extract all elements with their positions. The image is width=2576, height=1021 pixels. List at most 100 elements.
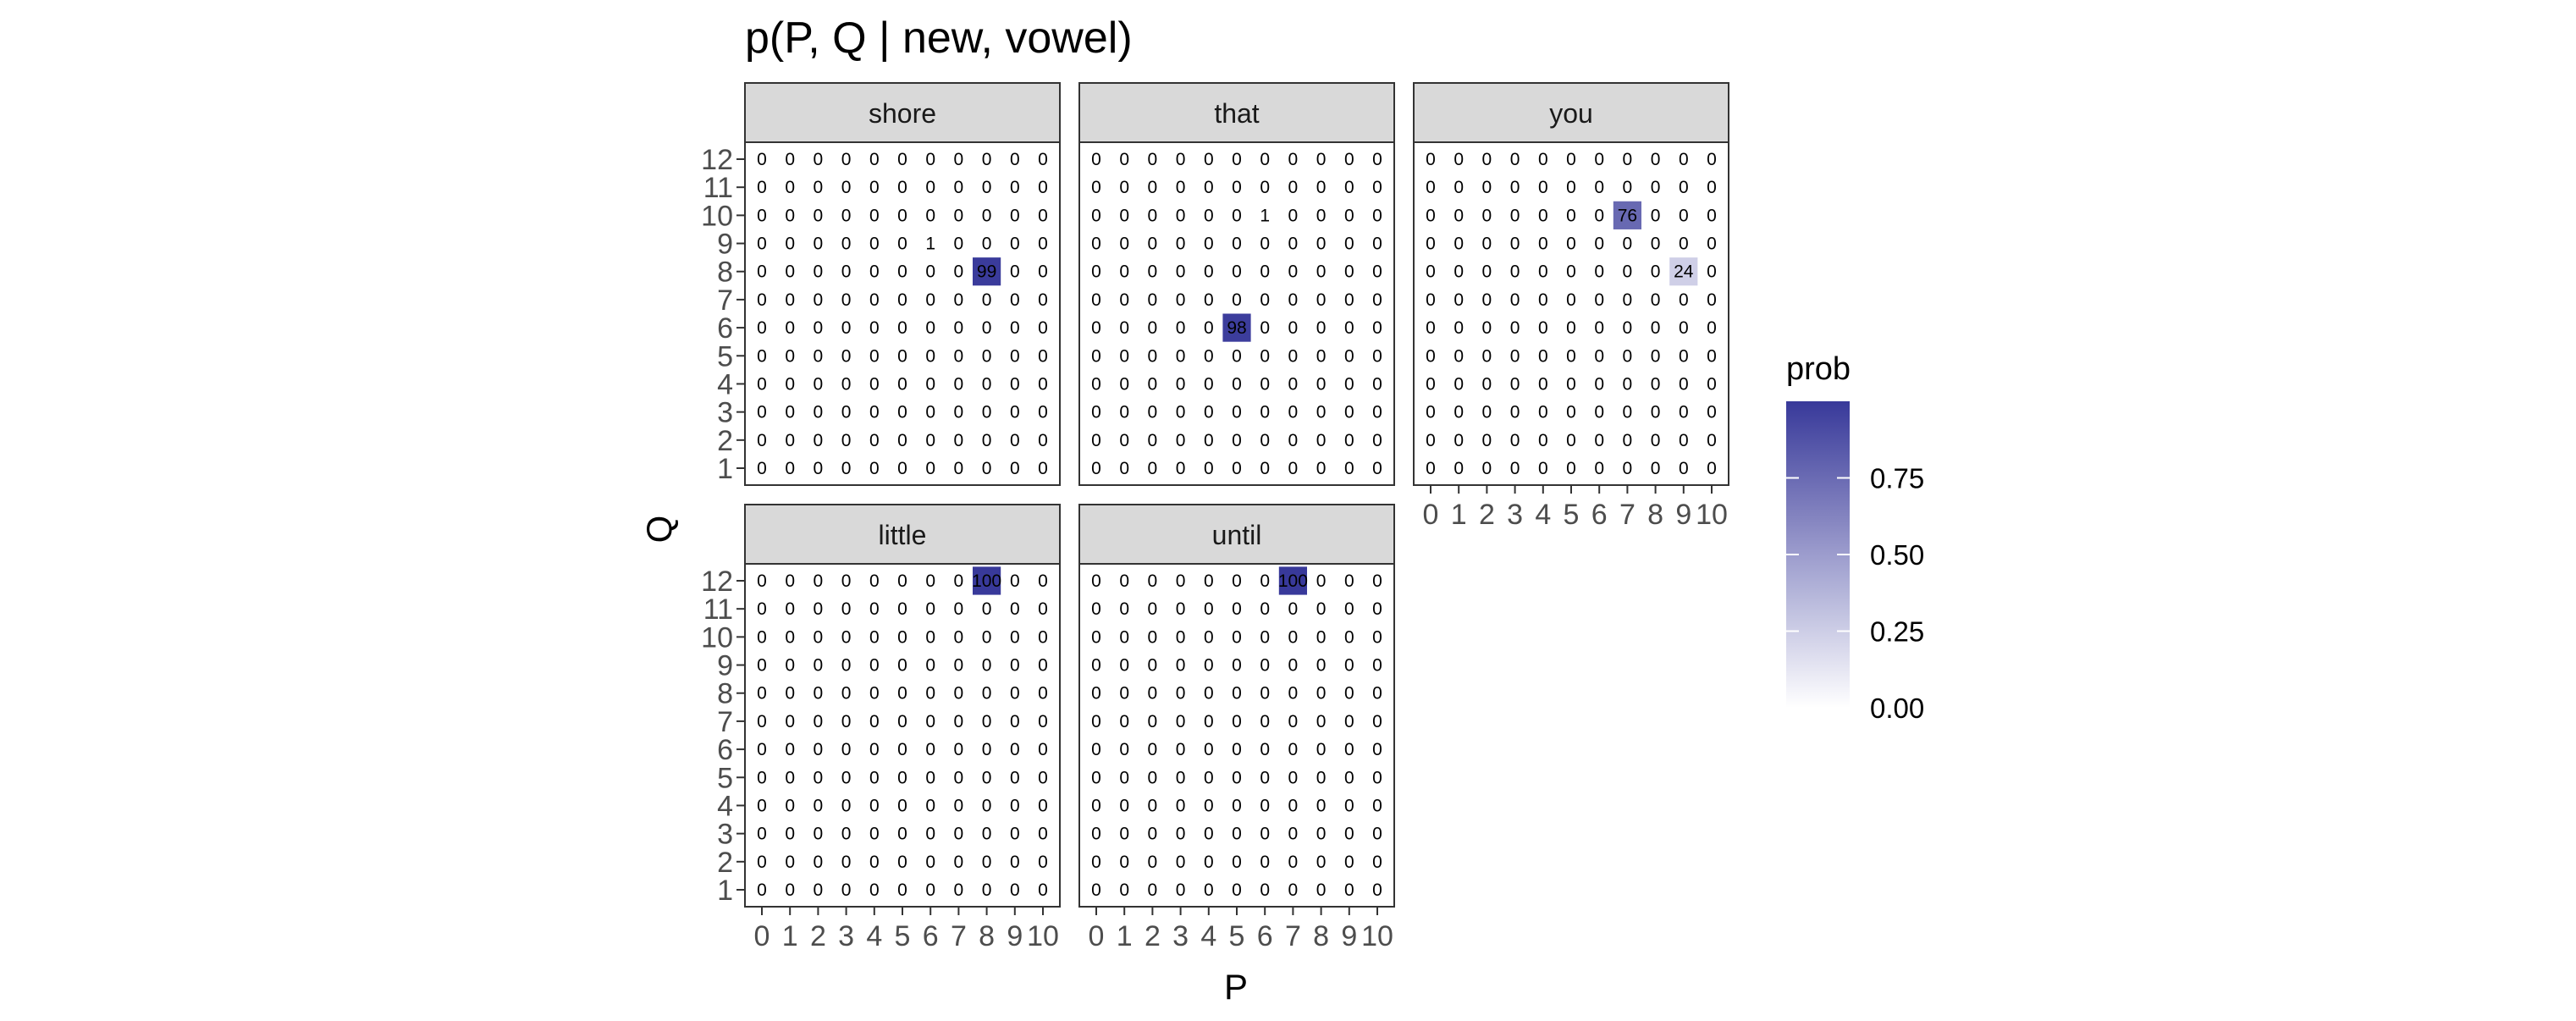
- y-tick-label: 1: [717, 875, 733, 907]
- heatmap-cell: [1222, 313, 1251, 342]
- x-tick-label: 6: [1257, 920, 1273, 952]
- cell-value-label: 0: [1510, 318, 1520, 338]
- cell-value-label: 0: [785, 853, 795, 872]
- cell-value-label: 0: [814, 740, 824, 759]
- cell-value-label: 0: [1372, 656, 1382, 676]
- cell-value-label: 0: [1372, 346, 1382, 366]
- x-tick-label: 10: [1361, 920, 1393, 952]
- cell-value-label: 0: [1119, 768, 1129, 787]
- x-tick-label: 9: [1675, 499, 1691, 531]
- cell-value-label: 0: [841, 740, 852, 759]
- cell-value-label: 0: [1594, 374, 1604, 394]
- cell-value-label: 0: [1176, 318, 1186, 338]
- cell-value-label: 0: [785, 768, 795, 787]
- cell-value-label: 0: [1204, 825, 1214, 844]
- facet-strip-label: little: [879, 520, 927, 550]
- cell-value-label: 0: [1091, 431, 1101, 450]
- cell-value-label: 0: [925, 796, 935, 815]
- cell-value-label: 0: [1148, 206, 1158, 225]
- cell-value-label: 0: [1260, 459, 1270, 478]
- cell-value-label: 0: [785, 599, 795, 619]
- cell-value-label: 0: [1232, 684, 1242, 704]
- cell-value-label: 0: [1091, 740, 1101, 759]
- cell-value-label: 0: [954, 431, 964, 450]
- cell-value-label: 0: [954, 740, 964, 759]
- cell-value-label: 0: [869, 740, 880, 759]
- cell-value-label: 0: [954, 599, 964, 619]
- cell-value-label: 0: [757, 712, 767, 731]
- cell-value-label: 0: [841, 853, 852, 872]
- cell-value-label: 0: [757, 740, 767, 759]
- cell-value-label: 0: [1453, 346, 1464, 366]
- cell-value-label: 0: [1679, 431, 1689, 450]
- cell-value-label: 0: [1176, 459, 1186, 478]
- cell-value-label: 0: [785, 206, 795, 225]
- cell-value-label: 0: [1372, 431, 1382, 450]
- legend: prob 0.00 0.25 0.50 0.75: [1786, 351, 1924, 724]
- cell-value-label: 0: [869, 150, 880, 169]
- cell-value-label: 0: [1288, 656, 1299, 676]
- cell-value-label: 0: [1176, 796, 1186, 815]
- cell-value-label: 0: [1176, 740, 1186, 759]
- cell-value-label: 0: [841, 684, 852, 704]
- cell-value-label: 0: [954, 150, 964, 169]
- cell-value-label: 0: [869, 853, 880, 872]
- cell-value-label: 0: [897, 712, 907, 731]
- cell-value-label: 0: [1707, 150, 1717, 169]
- cell-value-label: 0: [897, 178, 907, 197]
- cell-value-label: 0: [1372, 318, 1382, 338]
- panel-background: [744, 563, 1061, 908]
- cell-value-label: 0: [1148, 262, 1158, 282]
- cell-value-label: 0: [1453, 290, 1464, 310]
- cell-value-label: 0: [1119, 235, 1129, 254]
- cell-value-label: 0: [1316, 684, 1327, 704]
- cell-value-label: 0: [1372, 150, 1382, 169]
- panel-background: [744, 141, 1061, 486]
- cell-value-label: 0: [925, 346, 935, 366]
- cell-value-label: 0: [925, 825, 935, 844]
- cell-value-label: 0: [1148, 431, 1158, 450]
- cell-value-label: 0: [1288, 403, 1299, 422]
- cell-value-label: 0: [1316, 235, 1327, 254]
- cell-value-label: 0: [1707, 206, 1717, 225]
- cell-value-label: 0: [814, 768, 824, 787]
- cell-value-label: 0: [814, 599, 824, 619]
- cell-value-label: 0: [869, 712, 880, 731]
- cell-value-label: 0: [841, 656, 852, 676]
- cell-value-label: 0: [1119, 740, 1129, 759]
- heatmap-cell: [1669, 257, 1698, 286]
- x-tick-label: 7: [1285, 920, 1301, 952]
- cell-value-label: 0: [869, 599, 880, 619]
- cell-value-label: 0: [869, 684, 880, 704]
- cell-value-label: 0: [1288, 768, 1299, 787]
- cell-value-label: 0: [1091, 825, 1101, 844]
- cell-value-label: 0: [1316, 880, 1327, 900]
- cell-value-label: 0: [1260, 571, 1270, 591]
- cell-value-label: 0: [1038, 880, 1048, 900]
- cell-value-label: 0: [1651, 150, 1661, 169]
- cell-value-label: 0: [1204, 318, 1214, 338]
- cell-value-label: 100: [972, 571, 1001, 591]
- cell-value-label: 0: [1148, 768, 1158, 787]
- cell-value-label: 0: [1623, 374, 1633, 394]
- heatmap-cell: [973, 566, 1001, 595]
- y-tick-label: 8: [717, 678, 733, 710]
- cell-value-label: 0: [1679, 235, 1689, 254]
- cell-value-label: 0: [1623, 178, 1633, 197]
- cell-value-label: 0: [814, 178, 824, 197]
- cell-value-label: 0: [954, 684, 964, 704]
- cell-value-label: 0: [1148, 235, 1158, 254]
- cell-value-label: 0: [1316, 712, 1327, 731]
- cell-value-label: 0: [1010, 656, 1020, 676]
- cell-value-label: 0: [1594, 346, 1604, 366]
- cell-value-label: 0: [841, 627, 852, 647]
- cell-value-label: 0: [869, 571, 880, 591]
- x-tick-label: 0: [754, 920, 770, 952]
- cell-value-label: 0: [897, 656, 907, 676]
- facet-strip: [744, 82, 1061, 143]
- cell-value-label: 0: [814, 262, 824, 282]
- cell-value-label: 0: [897, 684, 907, 704]
- cell-value-label: 0: [785, 178, 795, 197]
- cell-value-label: 0: [1010, 374, 1020, 394]
- cell-value-label: 0: [785, 459, 795, 478]
